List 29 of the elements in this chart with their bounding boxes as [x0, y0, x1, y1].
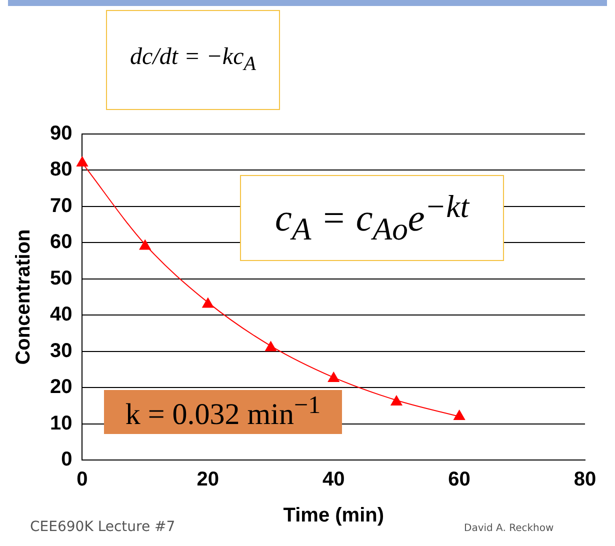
- point: [328, 372, 340, 382]
- point: [202, 298, 214, 308]
- x-tick-label: 0: [76, 468, 88, 491]
- x-tick-label: 20: [196, 468, 220, 491]
- y-tick-label: 30: [50, 340, 72, 362]
- x-tick-label: 80: [574, 468, 596, 491]
- annotation: c$_{A}$ = c$_{Ao}$e$^{−kt}$: [275, 188, 469, 248]
- x-axis-title: Time (min): [283, 504, 384, 527]
- x-tick-label: 40: [322, 468, 345, 491]
- y-tick-label: 90: [50, 122, 72, 145]
- y-tick-label: 40: [50, 304, 72, 326]
- y-tick-label: 80: [50, 158, 72, 181]
- text: David A. Reckhow: [464, 522, 554, 534]
- y-tick-label: 70: [50, 194, 72, 217]
- point: [139, 240, 151, 250]
- y-axis-title: Concentration: [12, 229, 35, 365]
- y-tick-label: 0: [61, 448, 72, 471]
- y-tick-label: 20: [50, 376, 72, 398]
- y-tick-label: 10: [50, 412, 72, 434]
- point: [76, 156, 88, 166]
- point: [265, 341, 276, 352]
- point: [454, 410, 466, 420]
- text: CEE690K Lecture #7: [30, 519, 176, 535]
- x-tick-label: 60: [448, 468, 470, 491]
- y-tick-label: 60: [50, 231, 72, 254]
- y-tick-label: 50: [50, 267, 72, 290]
- annotation: k = 0.032 min$^{−1}$: [125, 392, 321, 432]
- text: dc/dt = −kc$_{A}$: [130, 44, 256, 76]
- point: [390, 396, 402, 406]
